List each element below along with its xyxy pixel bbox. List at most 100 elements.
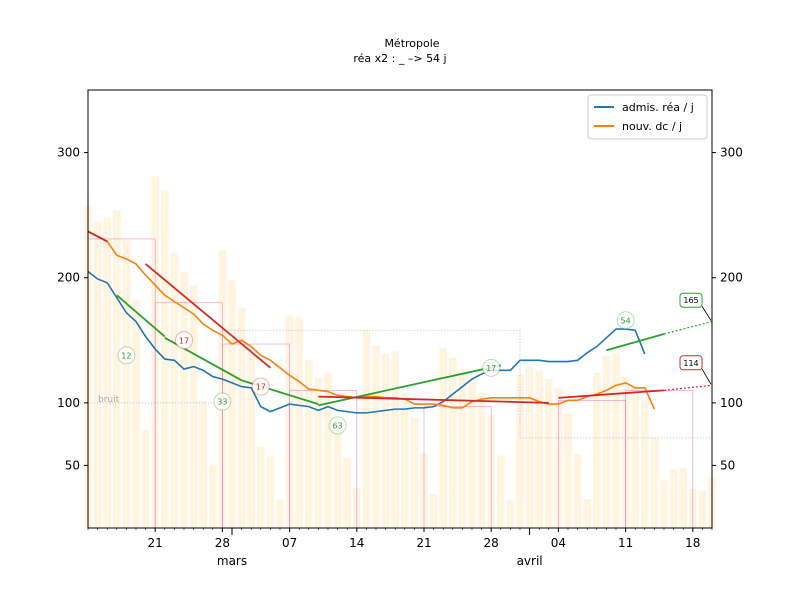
trend-line [558, 389, 665, 399]
projection-line [663, 384, 713, 391]
month-label: avril [517, 554, 543, 568]
y-tick-label: 300 [720, 146, 743, 160]
axes-frame [87, 89, 713, 529]
x-tick-label: 14 [349, 536, 364, 550]
trend-line [318, 395, 549, 404]
daily-bar [180, 271, 188, 528]
daily-bar [381, 354, 390, 528]
trend-line [116, 294, 166, 338]
daily-bar [458, 371, 467, 528]
trend-line [145, 263, 271, 369]
daily-bar [199, 401, 208, 528]
daily-bar [314, 377, 323, 528]
daily-bar [429, 494, 438, 528]
chart-subtitle: réa x2 : _ –> 54 j [353, 52, 446, 65]
daily-bar [544, 379, 553, 528]
daily-bar [573, 454, 582, 528]
daily-bar [477, 392, 486, 528]
daily-bar [93, 221, 102, 528]
annotation-label: 33 [217, 398, 227, 407]
annotation-marker [482, 358, 501, 377]
annotation-marker [328, 416, 347, 435]
daily-bar [228, 280, 236, 528]
daily-bar [660, 480, 668, 528]
daily-bar [391, 351, 400, 528]
trend-line [318, 364, 501, 407]
end-label-arrow [701, 368, 712, 385]
daily-bar [208, 465, 217, 528]
daily-bar [112, 210, 121, 528]
chart-legend: admis. réa / j nouv. dc / j [587, 94, 708, 140]
daily-bar [640, 400, 649, 528]
y-tick-label: 100 [57, 396, 80, 410]
trend-line [87, 230, 108, 243]
annotation-label: 12 [121, 351, 131, 360]
y-tick-label: 50 [65, 458, 80, 472]
annotation-label: 54 [621, 316, 631, 325]
daily-bar [698, 490, 707, 528]
daily-bar [247, 352, 256, 528]
daily-bar [324, 372, 332, 528]
end-label-value: 114 [683, 359, 698, 368]
y-tick-label: 50 [720, 458, 735, 472]
annotation-label: 17 [486, 364, 496, 373]
annotation-marker [117, 346, 136, 365]
daily-bar [304, 360, 313, 528]
daily-bar [400, 392, 409, 528]
x-tick-label: 18 [685, 536, 700, 550]
daily-bar [631, 386, 640, 528]
series-line [87, 230, 656, 410]
annotation-marker [251, 377, 270, 396]
annotation-marker [616, 311, 635, 330]
trend-line [606, 333, 665, 352]
plot-area: bruit 12 17 33 17 63 17 54 165 114 50 50 100 100 200 20… [57, 89, 743, 568]
daily-bar [132, 300, 140, 528]
daily-bar [122, 240, 131, 528]
legend-box [587, 94, 708, 140]
daily-bar [679, 467, 688, 528]
daily-bar [448, 357, 457, 528]
daily-bar [612, 352, 620, 528]
daily-bar [650, 437, 659, 528]
daily-bar [592, 372, 601, 528]
series-line [87, 270, 646, 414]
daily-bar [439, 347, 448, 528]
daily-bar [295, 317, 304, 528]
daily-bar [525, 366, 534, 528]
daily-bar [410, 417, 419, 528]
legend-label: admis. réa / j [622, 101, 694, 114]
end-label-arrow [701, 306, 712, 321]
daily-bar [333, 427, 342, 528]
daily-bar [506, 500, 515, 528]
daily-bar [669, 469, 678, 528]
x-tick-label: 11 [618, 536, 633, 550]
bruit-label: bruit [98, 395, 120, 405]
y-tick-label: 100 [720, 396, 743, 410]
month-label: mars [217, 554, 247, 568]
daily-bar [583, 499, 592, 528]
annotation-label: 63 [333, 421, 343, 430]
daily-bar [343, 457, 352, 528]
daily-bar [535, 370, 544, 528]
x-tick-label: 07 [282, 536, 297, 550]
annotation-label: 17 [179, 336, 189, 345]
daily-bar [141, 430, 150, 528]
daily-bar [468, 380, 476, 528]
y-tick-label: 300 [57, 146, 80, 160]
projection-line [663, 320, 713, 335]
reference-line [88, 329, 712, 439]
x-tick-label: 28 [484, 536, 499, 550]
annotation-marker [213, 392, 232, 411]
chart-title: Métropole [384, 37, 439, 50]
daily-bar [602, 355, 611, 528]
x-tick-label: 21 [148, 536, 163, 550]
daily-bar [362, 330, 371, 528]
daily-bar [189, 285, 198, 528]
daily-bar [516, 374, 524, 528]
daily-bar [170, 252, 179, 528]
annotation-label: 17 [256, 383, 266, 392]
y-tick-label: 200 [57, 271, 80, 285]
y-tick-label: 200 [720, 271, 743, 285]
daily-bar [266, 456, 275, 528]
daily-bar [103, 217, 112, 528]
